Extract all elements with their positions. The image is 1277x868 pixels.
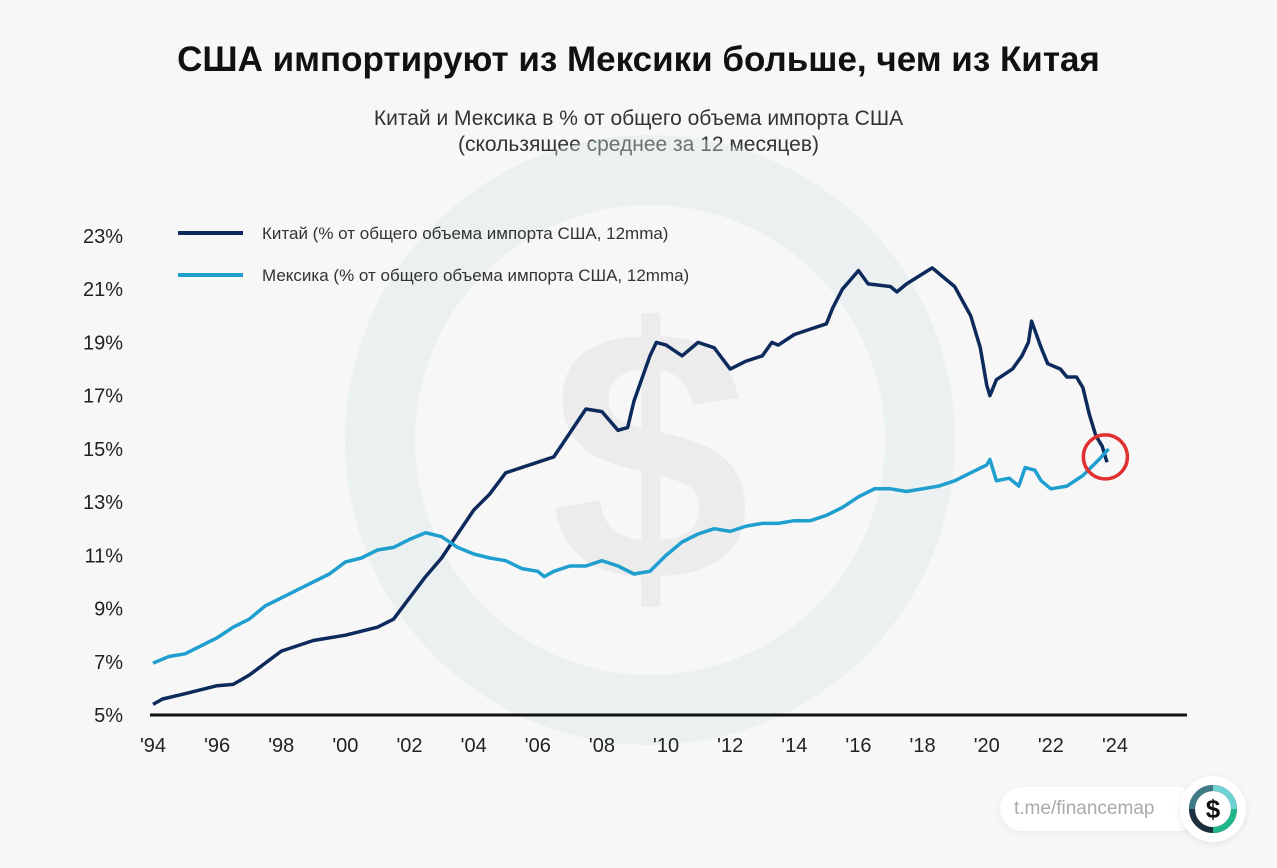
y-tick-label: 5%: [94, 705, 123, 727]
brand-link[interactable]: t.me/financemap: [1000, 787, 1200, 831]
watermark: $: [345, 135, 955, 745]
watermark-dollar-icon: $: [550, 255, 750, 657]
x-tick-label: '14: [781, 735, 807, 757]
x-tick-label: '02: [396, 735, 422, 757]
y-tick-label: 15%: [83, 439, 123, 461]
y-tick-label: 23%: [83, 226, 123, 248]
legend-label-china: Китай (% от общего объема импорта США, 1…: [262, 224, 668, 243]
y-tick-label: 17%: [83, 386, 123, 408]
subtitle-line-1: Китай и Мексика в % от общего объема имп…: [373, 107, 904, 130]
dollar-logo-icon: $: [1189, 785, 1237, 833]
subtitle-line-2: (скользящее среднее за 12 месяцев): [458, 133, 819, 156]
x-tick-label: '24: [1102, 735, 1128, 757]
y-tick-label: 19%: [83, 332, 123, 354]
x-tick-label: '94: [140, 735, 166, 757]
y-tick-label: 9%: [94, 599, 123, 621]
x-tick-label: '96: [204, 735, 230, 757]
legend: Китай (% от общего объема импорта США, 1…: [178, 224, 689, 285]
y-tick-label: 11%: [84, 545, 123, 567]
legend-label-mexico: Мексика (% от общего объема импорта США,…: [262, 266, 689, 285]
series-line-china: [152, 266, 1109, 706]
brand-link-text: t.me/financemap: [1014, 798, 1155, 819]
x-tick-label: '20: [974, 735, 1000, 757]
x-tick-label: '10: [653, 735, 679, 757]
svg-text:$: $: [1206, 794, 1221, 824]
x-tick-label: '06: [525, 735, 551, 757]
brand-logo: $: [1180, 776, 1246, 842]
chart-subtitle: Китай и Мексика в % от общего объема имп…: [0, 106, 1277, 158]
x-tick-label: '22: [1038, 735, 1064, 757]
y-tick-label: 7%: [94, 652, 123, 674]
x-tick-label: '04: [461, 735, 487, 757]
x-tick-label: '12: [717, 735, 743, 757]
x-tick-label: '16: [845, 735, 871, 757]
x-tick-label: '18: [910, 735, 936, 757]
series-line-mexico: [152, 447, 1110, 665]
x-tick-label: '00: [332, 735, 358, 757]
y-tick-label: 13%: [83, 492, 123, 514]
x-tick-label: '98: [268, 735, 294, 757]
chart-title: США импортируют из Мексики больше, чем и…: [177, 40, 1100, 79]
x-tick-label: '08: [589, 735, 615, 757]
y-tick-label: 21%: [83, 279, 123, 301]
highlight-circle: [1081, 433, 1130, 481]
